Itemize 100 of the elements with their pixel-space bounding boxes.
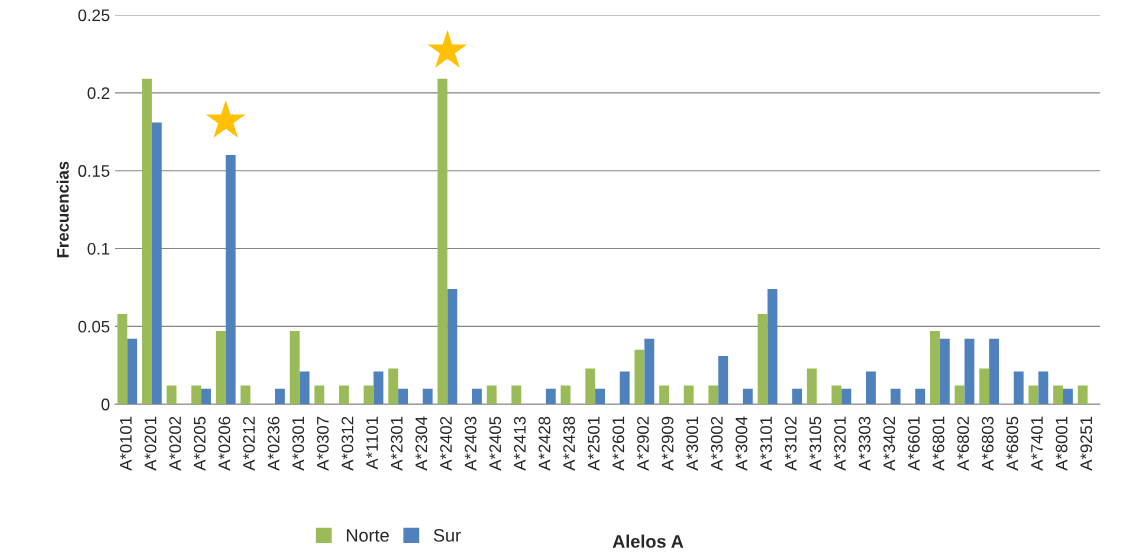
x-tick-label: A*0307	[316, 416, 329, 471]
x-tick-label: A*2501	[587, 416, 600, 471]
bar	[1063, 388, 1073, 405]
bar	[117, 313, 128, 405]
x-tick-label: A*0206	[218, 416, 231, 471]
x-tick-label: A*9251	[1080, 416, 1093, 471]
bar	[191, 385, 202, 405]
bar	[447, 289, 458, 405]
x-tick-label: A*3004	[735, 416, 748, 471]
bar	[841, 388, 852, 405]
x-tick-label: A*0212	[243, 416, 255, 471]
y-tick-label: 0.15	[78, 165, 110, 177]
x-tick-label: A*2601	[612, 416, 625, 471]
x-tick-label: A*0201	[144, 416, 157, 471]
x-tick-label: A*3201	[834, 416, 846, 471]
x-tick-label: A*6801	[932, 416, 945, 471]
x-tick-label: A*3303	[858, 416, 871, 471]
x-tick-label: A*3002	[710, 416, 723, 471]
bar	[127, 338, 138, 405]
bar	[644, 338, 655, 405]
bar	[1077, 385, 1088, 405]
bar	[915, 388, 926, 405]
bar	[388, 368, 399, 405]
x-tick-label: A*2438	[563, 416, 575, 471]
x-tick-label: A*2428	[538, 416, 551, 471]
bar	[472, 388, 482, 405]
bar	[314, 385, 325, 405]
bar	[422, 388, 433, 405]
y-axis-title: Frecuencias	[56, 161, 69, 258]
bar	[742, 388, 753, 405]
bar	[398, 388, 408, 405]
bar	[595, 388, 605, 405]
x-tick-label: A*1101	[366, 416, 378, 470]
x-tick-label: A*2403	[464, 416, 477, 471]
x-tick-label: A*0202	[169, 416, 181, 471]
x-tick-label: A*0205	[193, 416, 206, 471]
bar	[363, 385, 374, 405]
bar	[166, 385, 177, 405]
x-tick-label: A*0301	[292, 416, 305, 471]
bar	[486, 385, 497, 405]
y-tick-label: 0	[101, 398, 110, 411]
bar	[437, 78, 448, 405]
bar	[866, 371, 876, 405]
bar	[634, 349, 645, 405]
bar	[215, 331, 226, 405]
bar	[1038, 371, 1049, 405]
y-tick-label: 0.2	[87, 87, 110, 100]
bar	[289, 331, 300, 405]
x-tick-label: A*0312	[341, 416, 354, 471]
bar	[792, 388, 802, 405]
bar	[939, 338, 950, 405]
x-tick-label: A*8001	[1055, 416, 1068, 471]
bar	[560, 385, 571, 405]
x-tick-label: A*2902	[637, 416, 649, 471]
bar	[151, 122, 162, 405]
bar	[806, 368, 817, 405]
bar	[930, 331, 940, 405]
bar	[757, 313, 768, 405]
bar	[708, 385, 719, 405]
bar	[718, 355, 729, 405]
x-tick-label: A*0101	[119, 416, 132, 471]
x-tick-label: A*2301	[390, 416, 403, 471]
x-tick-label: A*3001	[686, 416, 699, 471]
x-tick-label: A*6803	[981, 416, 994, 471]
bar	[619, 371, 630, 405]
x-tick-label: A*6805	[1006, 416, 1019, 471]
bar	[954, 385, 965, 405]
x-tick-label: A*3102	[784, 416, 797, 471]
y-tick-label: 0.05	[78, 320, 110, 333]
bar	[964, 338, 975, 405]
bar	[275, 388, 285, 405]
bar	[1053, 385, 1064, 405]
x-tick-label: A*0236	[267, 416, 280, 471]
x-tick-label: A*3101	[760, 416, 772, 471]
bar	[683, 385, 694, 405]
bar	[989, 338, 999, 405]
x-tick-label: A*3402	[883, 416, 896, 471]
x-tick-label: A*2402	[440, 416, 452, 471]
x-tick-label: A*6601	[907, 416, 920, 471]
y-tick-label: 0.1	[87, 242, 110, 255]
bar	[545, 388, 556, 405]
bar	[585, 368, 596, 405]
bar	[142, 78, 152, 405]
x-tick-label: A*3105	[809, 416, 822, 471]
x-axis-title: Alelos A	[612, 534, 684, 548]
bar	[511, 385, 522, 405]
bar	[659, 385, 670, 405]
bar	[767, 289, 778, 405]
x-tick-label: A*7401	[1031, 416, 1043, 471]
bar	[1013, 371, 1024, 405]
legend-label: Norte	[346, 529, 389, 542]
bar	[979, 368, 990, 405]
x-tick-label: A*2304	[415, 416, 428, 471]
bar	[201, 388, 211, 405]
legend-label: Sur	[433, 528, 461, 542]
x-tick-label: A*6802	[957, 416, 969, 471]
x-tick-label: A*2413	[513, 416, 526, 471]
y-tick-label: 0.25	[78, 9, 110, 22]
bar	[339, 385, 349, 405]
x-tick-label: A*2909	[661, 416, 674, 471]
